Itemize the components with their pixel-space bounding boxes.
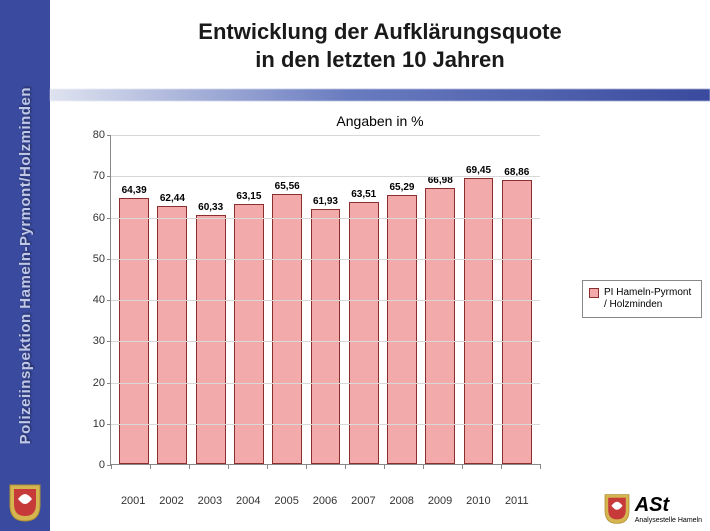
bar [311, 209, 341, 464]
legend-swatch [589, 288, 599, 298]
y-axis: 01020304050607080 [81, 135, 109, 464]
x-tick-label: 2011 [498, 495, 536, 507]
y-tick-label: 0 [99, 459, 105, 471]
title-underline-bar [50, 89, 710, 101]
footer-logo: ASt Analysestelle Hameln [603, 493, 702, 525]
gridline [111, 383, 540, 384]
bar [464, 178, 494, 464]
y-tick-label: 80 [93, 129, 105, 141]
footer-logo-text: ASt [635, 494, 702, 517]
x-tick-label: 2008 [383, 495, 421, 507]
gridline [111, 135, 540, 136]
x-tick-label: 2002 [152, 495, 190, 507]
x-tick-label: 2001 [114, 495, 152, 507]
legend: PI Hameln-Pyrmont / Holzminden [582, 280, 702, 318]
bar-value-label: 69,45 [466, 165, 491, 176]
plot-area: 01020304050607080 64,3962,4460,3363,1565… [110, 135, 540, 465]
gridline [111, 176, 540, 177]
bar-value-label: 63,51 [351, 189, 376, 200]
title-line1: Entwicklung der Aufklärungsquote [50, 18, 710, 46]
legend-label: PI Hameln-Pyrmont / Holzminden [604, 287, 695, 311]
title-line2: in den letzten 10 Jahren [50, 46, 710, 74]
x-tick-label: 2006 [306, 495, 344, 507]
bar [234, 204, 264, 464]
bar [196, 215, 226, 464]
gridline [111, 341, 540, 342]
footer-logo-subtext: Analysestelle Hameln [635, 517, 702, 524]
bar-value-label: 60,33 [198, 202, 223, 213]
bar-value-label: 61,93 [313, 196, 338, 207]
bar [425, 188, 455, 464]
crest-icon [8, 483, 42, 523]
crest-icon [603, 493, 631, 525]
sidebar: Polizeiinspektion Hameln-Pyrmont/Holzmin… [0, 0, 50, 531]
y-tick-label: 20 [93, 377, 105, 389]
footer-logo-text-block: ASt Analysestelle Hameln [635, 494, 702, 524]
bar-value-label: 62,44 [160, 193, 185, 204]
gridline [111, 259, 540, 260]
bar [157, 206, 187, 464]
x-axis-labels: 2001200220032004200520062007200820092010… [110, 495, 540, 507]
x-tick-label: 2003 [191, 495, 229, 507]
y-tick-label: 60 [93, 212, 105, 224]
sidebar-org-text: Polizeiinspektion Hameln-Pyrmont/Holzmin… [17, 87, 34, 444]
x-tick-label: 2005 [267, 495, 305, 507]
gridline [111, 218, 540, 219]
x-tick-label: 2009 [421, 495, 459, 507]
bar-value-label: 65,29 [389, 182, 414, 193]
bar-value-label: 64,39 [122, 185, 147, 196]
bar [502, 180, 532, 464]
chart-subtitle: Angaben in % [50, 113, 710, 129]
main-content: Entwicklung der Aufklärungsquote in den … [50, 0, 710, 531]
gridline [111, 424, 540, 425]
x-tick-label: 2010 [459, 495, 497, 507]
bar-value-label: 65,56 [275, 181, 300, 192]
x-tick-label: 2004 [229, 495, 267, 507]
title-block: Entwicklung der Aufklärungsquote in den … [50, 0, 710, 79]
y-tick-label: 70 [93, 170, 105, 182]
gridline [111, 300, 540, 301]
y-tick-label: 40 [93, 294, 105, 306]
bar-value-label: 63,15 [236, 191, 261, 202]
x-tick-label: 2007 [344, 495, 382, 507]
y-tick-label: 10 [93, 418, 105, 430]
y-tick-label: 30 [93, 335, 105, 347]
y-tick-label: 50 [93, 253, 105, 265]
